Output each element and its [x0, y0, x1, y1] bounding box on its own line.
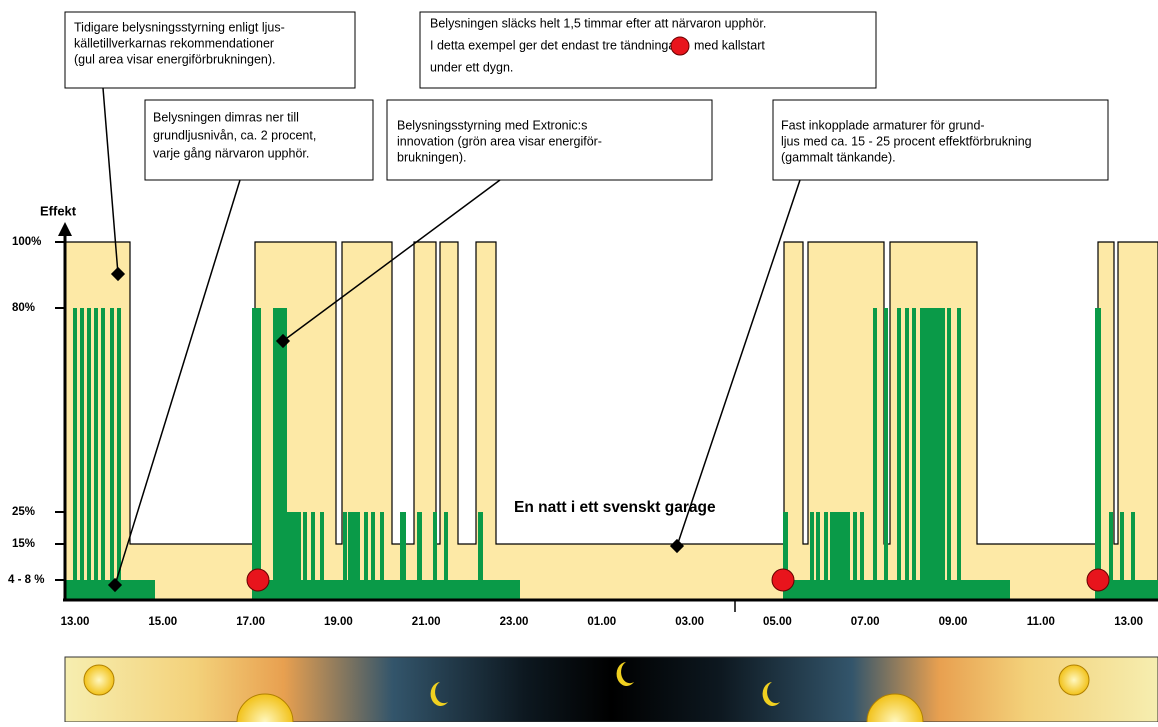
- annotation-line: innovation (grön area visar energiför-: [397, 134, 602, 148]
- y-ticks: 100% 80% 25% 15% 4 - 8 %: [8, 236, 44, 586]
- chart-title: En natt i ett svenskt garage: [514, 499, 716, 516]
- green-bar: [873, 308, 877, 600]
- green-bar: [1109, 512, 1113, 600]
- green-bar: [320, 512, 324, 600]
- green-bar: [478, 512, 483, 600]
- green-bar: [273, 308, 287, 600]
- green-bar: [957, 308, 961, 600]
- green-bar: [94, 308, 98, 600]
- y-tick-label: 25%: [12, 506, 35, 518]
- yellow-area: [65, 242, 1158, 600]
- day-night-band: [65, 657, 1158, 722]
- x-tick-label: 19.00: [324, 616, 353, 628]
- green-bar: [853, 512, 857, 600]
- x-tick-label: 01.00: [587, 616, 616, 628]
- green-bar: [371, 512, 375, 600]
- x-ticks: 13.00 15.00 17.00 19.00 21.00 23.00 01.00 03.00…: [61, 616, 1143, 628]
- green-bar: [1095, 308, 1101, 600]
- green-bar: [860, 512, 864, 600]
- green-bar: [905, 308, 909, 600]
- x-tick-label: 15.00: [148, 616, 177, 628]
- green-bar: [73, 308, 77, 600]
- green-bar: [303, 512, 307, 600]
- x-tick-label: 07.00: [851, 616, 880, 628]
- annotation-line: Belysningen släcks helt 1,5 timmar efter…: [430, 16, 766, 30]
- annotation-line: källetillverkarnas rekommendationer: [74, 36, 274, 50]
- x-tick-label: 11.00: [1027, 616, 1055, 628]
- green-bar: [364, 512, 368, 600]
- green-bar: [101, 308, 105, 600]
- annotation-line: grundljusnivån, ca. 2 procent,: [153, 128, 316, 142]
- green-bar: [87, 308, 91, 600]
- green-bar: [810, 512, 814, 600]
- annotation-line: (gul area visar energiförbrukningen).: [74, 52, 276, 66]
- green-bar: [311, 512, 315, 600]
- annotation-line: brukningen).: [397, 150, 467, 164]
- green-bar: [380, 512, 384, 600]
- green-bar: [433, 512, 437, 600]
- green-bar: [920, 308, 945, 600]
- green-bar: [816, 512, 820, 600]
- annotation-line: med kallstart: [694, 38, 765, 52]
- y-axis-title: Effekt: [40, 203, 77, 218]
- green-bar: [947, 308, 951, 600]
- green-bar: [1120, 512, 1124, 600]
- y-tick-label: 80%: [12, 302, 35, 314]
- green-bar: [348, 512, 360, 600]
- x-tick-label: 13.00: [61, 616, 90, 628]
- green-bar: [824, 512, 828, 600]
- x-tick-label: 21.00: [412, 616, 441, 628]
- green-bar: [252, 308, 261, 600]
- annotation-line: Belysningen dimras ner till: [153, 110, 299, 124]
- y-tick-label: 100%: [12, 236, 41, 248]
- y-tick-label: 15%: [12, 538, 35, 550]
- annotation-line: Tidigare belysningsstyrning enligt ljus-: [74, 20, 285, 34]
- green-bar: [830, 512, 850, 600]
- x-tick-label: 09.00: [939, 616, 968, 628]
- x-tick-label: 23.00: [500, 616, 529, 628]
- green-bar: [110, 308, 114, 600]
- green-bar: [444, 512, 448, 600]
- x-tick-label: 17.00: [236, 616, 265, 628]
- annotation-line: varje gång närvaron upphör.: [153, 146, 309, 160]
- page: Effekt 100% 80% 25% 15% 4 - 8 % 13.00 15.…: [0, 0, 1158, 722]
- green-bar: [1131, 512, 1135, 600]
- green-bar: [287, 512, 301, 600]
- green-bar: [80, 308, 84, 600]
- y-axis-arrow: [58, 222, 72, 236]
- ignition-icon: [671, 37, 689, 55]
- annotation-line: Fast inkopplade armaturer för grund-: [781, 118, 985, 132]
- annotation-line: ljus med ca. 15 - 25 procent effektförbr…: [781, 134, 1032, 148]
- annotation-line: I detta exempel ger det endast tre tändn…: [430, 38, 679, 52]
- y-tick-label: 4 - 8 %: [8, 574, 44, 586]
- annotation-line: under ett dygn.: [430, 60, 513, 74]
- x-tick-label: 03.00: [675, 616, 704, 628]
- green-bar: [400, 512, 406, 600]
- green-bar: [897, 308, 901, 600]
- x-tick-label: 05.00: [763, 616, 792, 628]
- annotation-line: (gammalt tänkande).: [781, 150, 896, 164]
- green-bar: [343, 512, 347, 600]
- x-tick-label: 13.00: [1114, 616, 1143, 628]
- green-bar: [912, 308, 916, 600]
- green-bar: [117, 308, 121, 600]
- green-bar: [884, 308, 888, 600]
- green-bar: [417, 512, 422, 600]
- annotation-line: Belysningsstyrning med Extronic:s: [397, 118, 587, 132]
